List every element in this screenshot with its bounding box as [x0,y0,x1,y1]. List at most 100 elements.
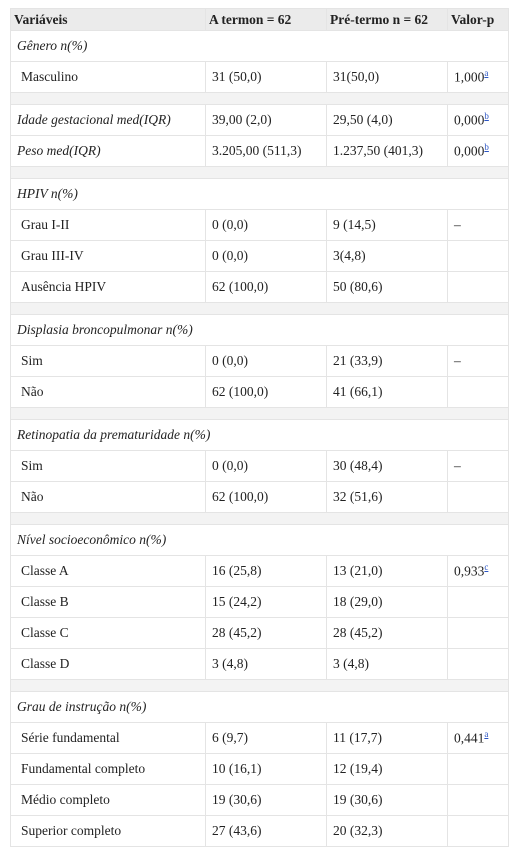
cell: 0 (0,0) [205,209,327,241]
row-label: Não [10,481,206,513]
row-label: Masculino [10,61,206,93]
cell: 20 (32,3) [326,815,448,847]
p-value-cell: 0,000b [447,104,509,136]
data-row: Classe A 16 (25,8) 13 (21,0) 0,933c [10,555,509,587]
p-value-cell [447,376,509,408]
spacer [10,512,509,525]
p-value-cell [447,240,509,272]
data-row: Grau III-IV 0 (0,0) 3(4,8) [10,240,509,272]
spacer [10,302,509,315]
spacer [10,679,509,692]
row-label: Fundamental completo [10,753,206,785]
cell: 16 (25,8) [205,555,327,587]
cell: 0 (0,0) [205,240,327,272]
cell: 27 (43,6) [205,815,327,847]
p-value-cell [447,617,509,649]
p-value-cell [447,481,509,513]
row-label: Classe D [10,648,206,680]
cell: 29,50 (4,0) [326,104,448,136]
footnote-link[interactable]: a [484,68,489,79]
group-title: Displasia broncopulmonar n(%) [10,314,509,346]
data-row: Classe B 15 (24,2) 18 (29,0) [10,586,509,618]
cell: 3 (4,8) [326,648,448,680]
cell: 6 (9,7) [205,722,327,754]
cell: 62 (100,0) [205,481,327,513]
cell: 28 (45,2) [326,617,448,649]
data-row: Masculino 31 (50,0) 31(50,0) 1,000a [10,61,509,93]
group-title-row: HPIV n(%) [10,178,509,210]
spacer-row [10,512,509,525]
p-value-cell: 0,000b [447,135,509,167]
p-value: 0,933 [454,563,485,579]
p-value: 1,000 [454,69,485,85]
spacer [10,166,509,179]
p-value-cell [447,648,509,680]
cell: 30 (48,4) [326,450,448,482]
spacer-row [10,92,509,105]
column-header: Variáveis [10,8,206,31]
p-value: 0,000 [454,112,485,128]
row-label: Médio completo [10,784,206,816]
data-table: Variáveis A termon = 62 Pré-termo n = 62 Va… [10,8,509,847]
data-row: Sim 0 (0,0) 30 (48,4) – [10,450,509,482]
spacer-row [10,407,509,420]
group-title: Nível socioeconômico n(%) [10,524,509,556]
footnote-link[interactable]: b [484,142,489,153]
row-label: Não [10,376,206,408]
group-title: HPIV n(%) [10,178,509,210]
p-value-cell [447,784,509,816]
cell: 62 (100,0) [205,376,327,408]
footnote-link[interactable]: b [484,111,489,122]
row-label: Série fundamental [10,722,206,754]
row-label: Classe B [10,586,206,618]
data-row: Ausência HPIV 62 (100,0) 50 (80,6) [10,271,509,303]
cell: 21 (33,9) [326,345,448,377]
cell: 32 (51,6) [326,481,448,513]
cell: 15 (24,2) [205,586,327,618]
group-title-row: Grau de instrução n(%) [10,691,509,723]
p-value-cell: 0,933c [447,555,509,587]
data-row: Peso med(IQR) 3.205,00 (511,3) 1.237,50 (4… [10,135,509,167]
row-label: Sim [10,450,206,482]
row-label: Grau III-IV [10,240,206,272]
cell: 9 (14,5) [326,209,448,241]
cell: 0 (0,0) [205,450,327,482]
row-label: Idade gestacional med(IQR) [10,104,206,136]
header-row: Variáveis A termon = 62 Pré-termo n = 62 Va… [10,8,509,31]
cell: 3(4,8) [326,240,448,272]
group-title-row: Gênero n(%) [10,30,509,62]
group-title-row: Nível socioeconômico n(%) [10,524,509,556]
spacer [10,407,509,420]
data-row: Grau I-II 0 (0,0) 9 (14,5) – [10,209,509,241]
cell: 62 (100,0) [205,271,327,303]
spacer-row [10,679,509,692]
p-value: – [454,353,461,368]
row-label: Ausência HPIV [10,271,206,303]
cell: 41 (66,1) [326,376,448,408]
group-title: Retinopatia da prematuridade n(%) [10,419,509,451]
group-title: Gênero n(%) [10,30,509,62]
row-label: Classe A [10,555,206,587]
group-title-row: Retinopatia da prematuridade n(%) [10,419,509,451]
row-label: Grau I-II [10,209,206,241]
cell: 28 (45,2) [205,617,327,649]
p-value: 0,000 [454,143,485,159]
cell: 1.237,50 (401,3) [326,135,448,167]
p-value-cell [447,586,509,618]
p-value: – [454,217,461,232]
spacer [10,92,509,105]
data-row: Não 62 (100,0) 41 (66,1) [10,376,509,408]
p-value: 0,441 [454,730,485,746]
column-header: Pré-termo n = 62 [326,8,448,31]
row-label: Classe C [10,617,206,649]
p-value: – [454,458,461,473]
data-row: Superior completo 27 (43,6) 20 (32,3) [10,815,509,847]
footnote-link[interactable]: c [484,562,489,573]
cell: 3.205,00 (511,3) [205,135,327,167]
p-value-cell [447,815,509,847]
cell: 31(50,0) [326,61,448,93]
footnote-link[interactable]: a [484,729,489,740]
data-row: Classe C 28 (45,2) 28 (45,2) [10,617,509,649]
